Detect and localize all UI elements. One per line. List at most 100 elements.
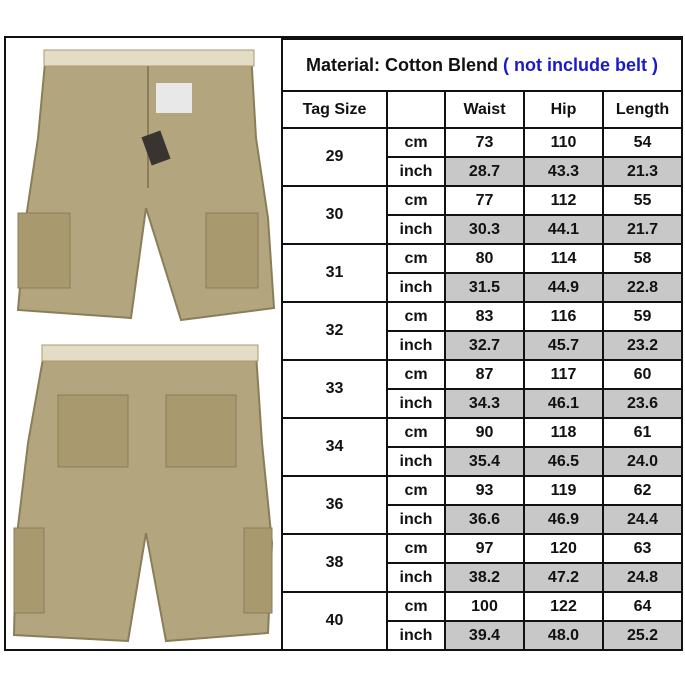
waist-cell: 87 — [444, 359, 525, 390]
table-row-inch: inch 35.4 46.5 24.0 — [282, 446, 684, 477]
table-row-inch: inch 30.3 44.1 21.7 — [282, 214, 684, 245]
hip-cell: 114 — [523, 243, 604, 274]
material-label: Material: Cotton Blend — [306, 54, 498, 75]
product-photos — [6, 38, 281, 649]
hip-cell: 44.9 — [523, 272, 604, 303]
table-row-cm: 30 cm 77 112 55 — [281, 185, 684, 245]
table-row-inch: inch 32.7 45.7 23.2 — [282, 330, 684, 361]
hip-cell: 46.9 — [523, 504, 604, 535]
unit-cell: cm — [386, 185, 446, 216]
unit-cell: inch — [386, 388, 446, 419]
table-row-inch: inch 28.7 43.3 21.3 — [282, 156, 684, 187]
length-cell: 63 — [601, 533, 684, 564]
length-cell: 62 — [601, 475, 684, 506]
header-length: Length — [601, 90, 684, 129]
header-unit — [386, 90, 446, 129]
shorts-back-image — [12, 344, 274, 643]
length-cell: 58 — [601, 243, 684, 274]
waist-cell: 90 — [444, 417, 525, 448]
waist-cell: 34.3 — [444, 388, 525, 419]
unit-cell: cm — [386, 359, 446, 390]
hip-cell: 120 — [523, 533, 604, 564]
hip-cell: 48.0 — [523, 620, 604, 651]
length-cell: 24.0 — [601, 446, 684, 477]
table-row-cm: 40 cm 100 122 64 — [281, 591, 684, 651]
hip-cell: 119 — [523, 475, 604, 506]
hip-cell: 118 — [523, 417, 604, 448]
unit-cell: inch — [386, 504, 446, 535]
waist-cell: 31.5 — [444, 272, 525, 303]
waist-cell: 77 — [444, 185, 525, 216]
tag-size-cell: 31 — [281, 243, 388, 303]
length-cell: 54 — [601, 127, 684, 158]
header-tag-size: Tag Size — [281, 90, 388, 129]
hip-cell: 112 — [523, 185, 604, 216]
hip-cell: 44.1 — [523, 214, 604, 245]
unit-cell: inch — [386, 330, 446, 361]
length-cell: 64 — [601, 591, 684, 622]
unit-cell: inch — [386, 562, 446, 593]
tag-size-cell: 40 — [281, 591, 388, 651]
table-title: Material: Cotton Blend ( not include bel… — [280, 38, 684, 92]
table-row-inch: inch 36.6 46.9 24.4 — [282, 504, 684, 535]
length-cell: 59 — [601, 301, 684, 332]
unit-cell: inch — [386, 156, 446, 187]
waist-cell: 83 — [444, 301, 525, 332]
unit-cell: inch — [386, 272, 446, 303]
unit-cell: cm — [386, 301, 446, 332]
unit-cell: inch — [386, 446, 446, 477]
waist-cell: 35.4 — [444, 446, 525, 477]
length-cell: 25.2 — [601, 620, 684, 651]
header-hip: Hip — [523, 90, 604, 129]
tag-size-cell: 32 — [281, 301, 388, 361]
table-row-cm: 32 cm 83 116 59 — [281, 301, 684, 361]
waist-cell: 28.7 — [444, 156, 525, 187]
waist-cell: 36.6 — [444, 504, 525, 535]
length-cell: 21.3 — [601, 156, 684, 187]
table-row-cm: 29 cm 73 110 54 — [281, 127, 684, 187]
waist-cell: 30.3 — [444, 214, 525, 245]
tag-size-cell: 30 — [281, 185, 388, 245]
tag-size-cell: 36 — [281, 475, 388, 535]
table-row-cm: 36 cm 93 119 62 — [281, 475, 684, 535]
waist-cell: 73 — [444, 127, 525, 158]
waist-cell: 93 — [444, 475, 525, 506]
table-row-cm: 38 cm 97 120 63 — [281, 533, 684, 593]
waist-cell: 97 — [444, 533, 525, 564]
header-row: Tag Size Waist Hip Length — [281, 90, 684, 129]
length-cell: 22.8 — [601, 272, 684, 303]
hip-cell: 116 — [523, 301, 604, 332]
table-row-inch: inch 34.3 46.1 23.6 — [282, 388, 684, 419]
length-cell: 24.8 — [601, 562, 684, 593]
unit-cell: cm — [386, 591, 446, 622]
waist-cell: 38.2 — [444, 562, 525, 593]
unit-cell: inch — [386, 214, 446, 245]
table-row-cm: 33 cm 87 117 60 — [281, 359, 684, 419]
hip-cell: 117 — [523, 359, 604, 390]
hip-cell: 43.3 — [523, 156, 604, 187]
unit-cell: cm — [386, 243, 446, 274]
size-table: Material: Cotton Blend ( not include bel… — [280, 38, 684, 651]
hip-cell: 45.7 — [523, 330, 604, 361]
length-cell: 55 — [601, 185, 684, 216]
length-cell: 60 — [601, 359, 684, 390]
table-row-inch: inch 38.2 47.2 24.8 — [282, 562, 684, 593]
size-chart: Material: Cotton Blend ( not include bel… — [4, 36, 684, 651]
hip-cell: 46.1 — [523, 388, 604, 419]
waist-cell: 100 — [444, 591, 525, 622]
header-waist: Waist — [444, 90, 525, 129]
tag-size-cell: 38 — [281, 533, 388, 593]
tag-size-cell: 29 — [281, 127, 388, 187]
table-row-inch: inch 39.4 48.0 25.2 — [282, 620, 684, 651]
table-row-inch: inch 31.5 44.9 22.8 — [282, 272, 684, 303]
length-cell: 61 — [601, 417, 684, 448]
belt-note: ( not include belt ) — [503, 54, 659, 75]
hip-cell: 122 — [523, 591, 604, 622]
unit-cell: cm — [386, 417, 446, 448]
length-cell: 23.6 — [601, 388, 684, 419]
unit-cell: cm — [386, 127, 446, 158]
length-cell: 21.7 — [601, 214, 684, 245]
table-row-cm: 31 cm 80 114 58 — [281, 243, 684, 303]
hip-cell: 47.2 — [523, 562, 604, 593]
hip-cell: 46.5 — [523, 446, 604, 477]
